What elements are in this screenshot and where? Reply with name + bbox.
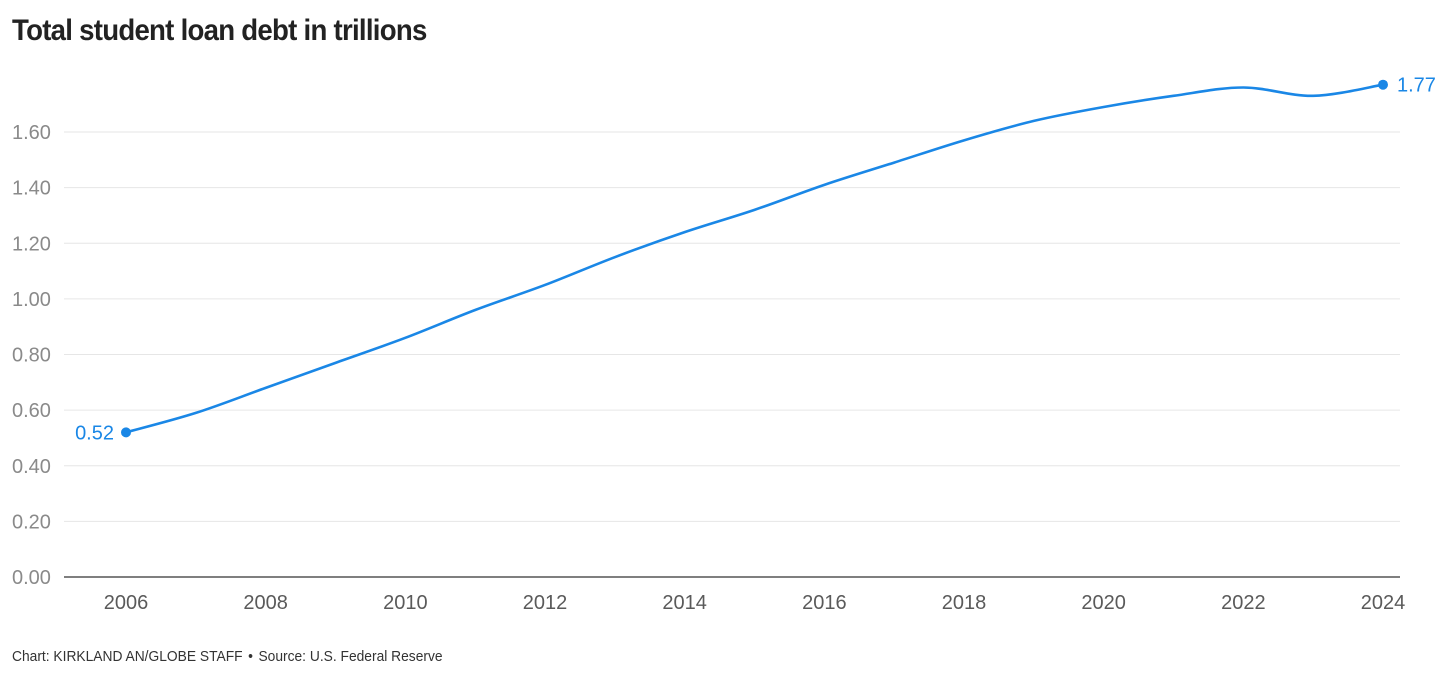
x-tick-label: 2022 — [1221, 592, 1266, 614]
credit-chart: Chart: KIRKLAND AN/GLOBE STAFF — [12, 648, 243, 665]
line-chart: 0.00 0.20 0.40 0.60 0.80 1.00 1.20 1.40 1.60 200… — [12, 75, 1436, 614]
x-axis-ticks: 2006 2008 2010 2012 2014 2016 2018 2020 2022 2024 — [104, 592, 1406, 614]
y-tick-label: 1.40 — [12, 178, 51, 200]
y-tick-label: 0.60 — [12, 400, 51, 422]
x-tick-label: 2010 — [383, 592, 428, 614]
y-tick-label: 0.20 — [12, 511, 51, 533]
chart-credit: Chart: KIRKLAND AN/GLOBE STAFF • Source: U… — [12, 648, 443, 665]
y-tick-label: 1.60 — [12, 122, 51, 144]
x-tick-label: 2016 — [802, 592, 847, 614]
endpoint-label: 1.77 — [1397, 75, 1436, 97]
y-tick-label: 0.40 — [12, 456, 51, 478]
gridlines — [64, 131, 1400, 522]
y-axis-ticks: 0.00 0.20 0.40 0.60 0.80 1.00 1.20 1.40 1.60 — [12, 122, 51, 589]
y-tick-label: 0.00 — [12, 567, 51, 589]
endpoint-label: 0.52 — [75, 422, 114, 444]
credit-separator: • — [248, 648, 253, 665]
x-tick-label: 2020 — [1081, 592, 1126, 614]
x-tick-label: 2008 — [243, 592, 288, 614]
x-tick-label: 2006 — [104, 592, 149, 614]
x-tick-label: 2014 — [662, 592, 707, 614]
x-tick-label: 2012 — [523, 592, 568, 614]
x-tick-label: 2024 — [1361, 592, 1406, 614]
x-tick-label: 2018 — [942, 592, 987, 614]
y-tick-label: 1.00 — [12, 289, 51, 311]
endpoint-marker — [1378, 79, 1388, 90]
y-tick-label: 1.20 — [12, 233, 51, 255]
endpoint-marker — [121, 427, 131, 438]
chart-title: Total student loan debt in trillions — [12, 14, 427, 47]
annotations: 0.52 1.77 — [75, 75, 1436, 445]
credit-source: Source: U.S. Federal Reserve — [258, 648, 443, 665]
series-layer — [124, 83, 1385, 434]
y-tick-label: 0.80 — [12, 345, 51, 367]
series-line — [124, 83, 1385, 434]
